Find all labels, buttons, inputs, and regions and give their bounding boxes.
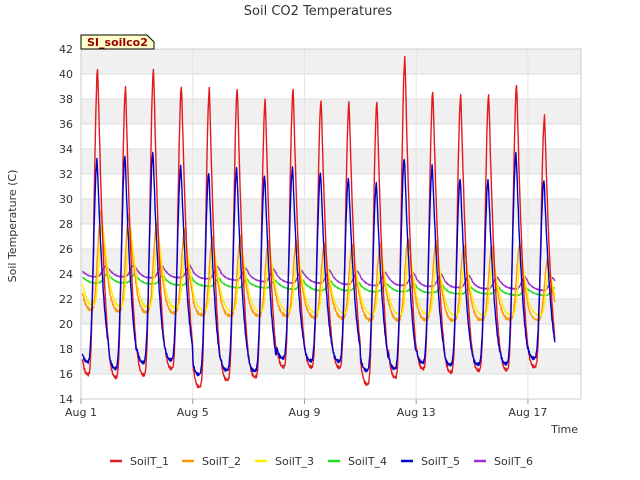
y-tick-label: 24 [59, 268, 73, 281]
y-tick-label: 30 [59, 193, 73, 206]
y-tick-label: 28 [59, 218, 73, 231]
y-axis-label: Soil Temperature (C) [6, 170, 19, 283]
legend-label: SoilT_2 [202, 455, 241, 468]
x-tick-label: Aug 17 [508, 406, 547, 419]
grid-band [81, 149, 581, 174]
y-tick-label: 42 [59, 43, 73, 56]
chart-title: Soil CO2 Temperatures [244, 4, 393, 19]
legend-item-soilt_1: SoilT_1 [110, 455, 169, 468]
y-tick-label: 36 [59, 118, 73, 131]
grid-band [81, 99, 581, 124]
y-tick-label: 40 [59, 68, 73, 81]
plot-area [80, 48, 582, 400]
series-layer [81, 55, 556, 389]
grid-band [81, 49, 581, 74]
legend-label: SoilT_6 [494, 455, 533, 468]
legend-label: SoilT_3 [275, 455, 314, 468]
legend-label: SoilT_1 [130, 455, 169, 468]
site-label: SI_soilco2 [87, 36, 148, 49]
x-tick-label: Aug 5 [177, 406, 209, 419]
x-tick-label: Aug 9 [288, 406, 320, 419]
legend-label: SoilT_4 [348, 455, 387, 468]
y-tick-label: 34 [59, 143, 73, 156]
legend-item-soilt_5: SoilT_5 [401, 455, 460, 468]
plot-border [80, 48, 582, 400]
y-tick-label: 26 [59, 243, 73, 256]
y-tick-label: 18 [59, 343, 73, 356]
y-tick-label: 16 [59, 368, 73, 381]
grid-bands [81, 49, 581, 374]
x-tick-label: Aug 13 [397, 406, 436, 419]
y-tick-label: 38 [59, 93, 73, 106]
series-line-soilt_1 [81, 55, 556, 389]
series-line-soilt_2 [81, 209, 556, 323]
x-tick-label: Aug 1 [65, 406, 97, 419]
y-tick-label: 32 [59, 168, 73, 181]
y-tick-label: 14 [59, 393, 73, 406]
legend-item-soilt_4: SoilT_4 [328, 455, 387, 468]
x-axis-label: Time [550, 423, 578, 436]
series-line-soilt_5 [81, 151, 556, 377]
y-tick-label: 22 [59, 293, 73, 306]
legend-item-soilt_2: SoilT_2 [182, 455, 241, 468]
grid-band [81, 199, 581, 224]
grid-band [81, 349, 581, 374]
y-axis-ticks: 14 16 18 20 22 24 26 28 30 32 34 36 38 40 42 [59, 43, 73, 406]
x-axis-ticks: Aug 1 Aug 5 Aug 9 Aug 13 Aug 17 [65, 399, 547, 419]
legend: SoilT_1 SoilT_2 SoilT_3 SoilT_4 SoilT_5 SoilT… [110, 455, 533, 468]
site-label-box: SI_soilco2 [80, 34, 155, 50]
legend-item-soilt_6: SoilT_6 [474, 455, 533, 468]
y-tick-label: 20 [59, 318, 73, 331]
legend-label: SoilT_5 [421, 455, 460, 468]
series-line-soilt_3 [81, 221, 556, 317]
legend-item-soilt_3: SoilT_3 [255, 455, 314, 468]
series-line-soilt_4 [81, 272, 556, 297]
